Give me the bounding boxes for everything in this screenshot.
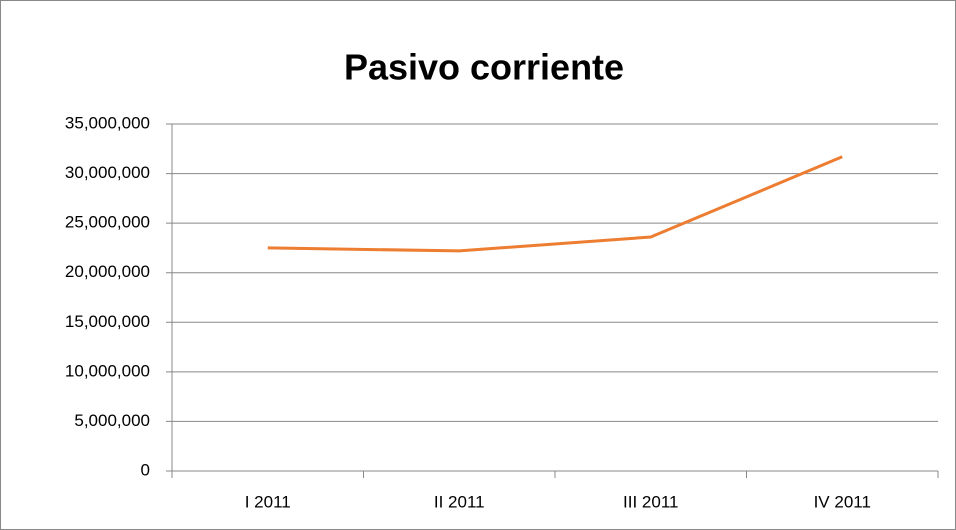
y-tick-label: 20,000,000 xyxy=(65,262,150,281)
x-tick-label: I 2011 xyxy=(245,492,291,511)
y-tick-label: 0 xyxy=(141,460,150,479)
y-tick-label: 10,000,000 xyxy=(65,361,150,380)
x-tick-label: II 2011 xyxy=(434,492,485,511)
x-tick-label: III 2011 xyxy=(623,492,678,511)
y-tick-label: 30,000,000 xyxy=(65,163,150,182)
y-tick-label: 35,000,000 xyxy=(65,113,150,132)
chart-title: Pasivo corriente xyxy=(344,47,624,88)
y-tick-label: 5,000,000 xyxy=(74,411,150,430)
y-tick-label: 25,000,000 xyxy=(65,213,150,232)
y-tick-label: 15,000,000 xyxy=(65,312,150,331)
line-series xyxy=(267,155,843,253)
x-tick-label: IV 2011 xyxy=(814,492,871,511)
